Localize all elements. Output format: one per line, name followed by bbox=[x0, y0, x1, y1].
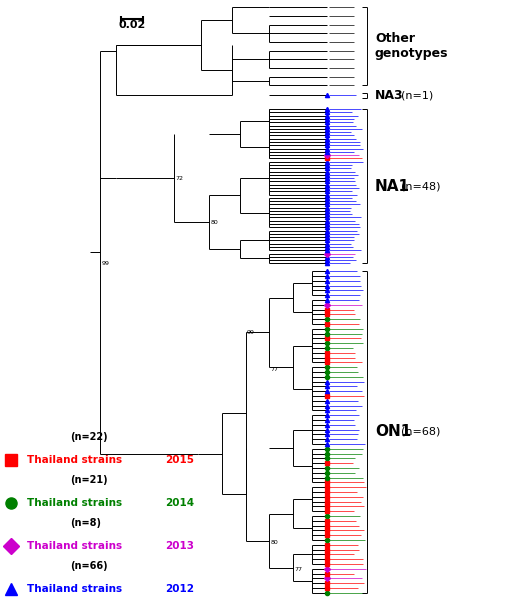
Text: Thailand strains: Thailand strains bbox=[27, 498, 126, 508]
Text: 2013: 2013 bbox=[165, 541, 194, 551]
Text: NA3: NA3 bbox=[375, 89, 403, 102]
Text: Thailand strains: Thailand strains bbox=[27, 584, 126, 594]
Text: 80: 80 bbox=[210, 220, 218, 226]
Text: Other
genotypes: Other genotypes bbox=[375, 32, 448, 60]
Text: ON1: ON1 bbox=[375, 424, 411, 439]
Text: (n=22): (n=22) bbox=[70, 432, 107, 442]
Text: 99: 99 bbox=[247, 331, 255, 335]
Text: Thailand strains: Thailand strains bbox=[27, 455, 126, 464]
Text: 99: 99 bbox=[102, 261, 110, 266]
Text: 2015: 2015 bbox=[165, 455, 194, 464]
Text: 77: 77 bbox=[295, 568, 303, 572]
Text: (n=8): (n=8) bbox=[70, 518, 101, 528]
Text: NA1: NA1 bbox=[375, 179, 410, 194]
Text: (n=1): (n=1) bbox=[401, 91, 433, 100]
Text: (n=21): (n=21) bbox=[70, 475, 107, 485]
Text: 2012: 2012 bbox=[165, 584, 194, 594]
Text: (n=66): (n=66) bbox=[70, 562, 107, 571]
Text: 72: 72 bbox=[176, 176, 184, 181]
Text: 80: 80 bbox=[271, 541, 279, 545]
Text: 77: 77 bbox=[271, 367, 279, 372]
Text: Thailand strains: Thailand strains bbox=[27, 541, 126, 551]
Text: (n=48): (n=48) bbox=[401, 181, 440, 191]
Text: (n=68): (n=68) bbox=[401, 427, 440, 437]
Text: 2014: 2014 bbox=[165, 498, 194, 508]
Text: 0.02: 0.02 bbox=[118, 20, 146, 30]
